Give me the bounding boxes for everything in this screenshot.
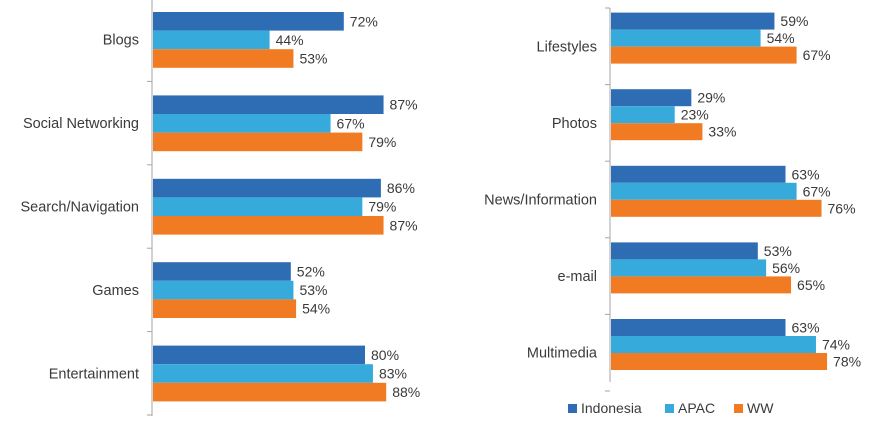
- bar-indonesia-social-networking: [153, 95, 384, 114]
- bar-ww-lifestyles: [611, 46, 797, 64]
- bar-apac-games: [153, 280, 294, 300]
- bar-apac-news-information: [611, 182, 797, 200]
- bar-apac-social-networking: [153, 114, 331, 133]
- value-label-ww-multimedia: 78%: [833, 354, 861, 370]
- value-label-indonesia-social-networking: 87%: [390, 97, 418, 113]
- value-label-apac-photos: 23%: [681, 107, 709, 123]
- value-label-apac-news-information: 67%: [803, 183, 831, 199]
- bar-indonesia-photos: [611, 89, 692, 107]
- value-label-ww-games: 54%: [302, 301, 330, 317]
- bar-apac-multimedia: [611, 336, 816, 353]
- bar-apac-photos: [611, 106, 675, 124]
- category-label-multimedia: Multimedia: [527, 346, 598, 362]
- value-label-indonesia-blogs: 72%: [350, 13, 378, 29]
- value-label-ww-entertainment: 88%: [392, 384, 420, 400]
- category-label-lifestyles: Lifestyles: [537, 39, 597, 55]
- value-label-apac-search-navigation: 79%: [368, 199, 396, 215]
- category-label-games: Games: [92, 283, 139, 299]
- value-label-indonesia-multimedia: 63%: [792, 320, 820, 336]
- bar-apac-entertainment: [153, 364, 373, 383]
- bar-ww-multimedia: [611, 353, 828, 370]
- bar-indonesia-entertainment: [153, 345, 365, 365]
- value-label-indonesia-photos: 29%: [697, 90, 725, 106]
- bar-indonesia-lifestyles: [611, 12, 775, 30]
- bar-indonesia-e-mail: [611, 242, 758, 260]
- category-label-news-information: News/Information: [484, 193, 597, 209]
- category-label-search-navigation: Search/Navigation: [21, 200, 140, 216]
- value-label-indonesia-news-information: 63%: [792, 166, 820, 182]
- category-label-photos: Photos: [552, 116, 597, 132]
- legend-label-ww: WW: [747, 400, 774, 416]
- bar-indonesia-blogs: [153, 12, 344, 31]
- legend-label-apac: APAC: [678, 400, 715, 416]
- legend-swatch-ww: [734, 404, 743, 413]
- bar-ww-social-networking: [153, 132, 363, 152]
- value-label-ww-news-information: 76%: [828, 200, 856, 216]
- category-label-entertainment: Entertainment: [49, 366, 139, 382]
- value-label-ww-photos: 33%: [708, 124, 736, 140]
- value-label-ww-blogs: 53%: [299, 51, 327, 67]
- value-label-indonesia-games: 52%: [297, 264, 325, 280]
- bar-indonesia-news-information: [611, 165, 786, 183]
- bar-apac-search-navigation: [153, 197, 363, 216]
- value-label-ww-lifestyles: 67%: [803, 47, 831, 63]
- bar-ww-photos: [611, 123, 703, 141]
- value-label-ww-social-networking: 79%: [368, 134, 396, 150]
- bar-ww-search-navigation: [153, 216, 384, 235]
- value-label-indonesia-lifestyles: 59%: [780, 13, 808, 29]
- chart-panel-right: Lifestyles 59%54% 67% Photos 29%23%33% News/I…: [484, 7, 861, 392]
- bar-apac-lifestyles: [611, 29, 761, 47]
- category-label-social-networking: Social Networking: [23, 116, 139, 132]
- value-label-apac-games: 53%: [299, 282, 327, 298]
- bar-ww-blogs: [153, 49, 294, 68]
- value-label-indonesia-search-navigation: 86%: [387, 180, 415, 196]
- bar-ww-news-information: [611, 199, 822, 217]
- value-label-indonesia-entertainment: 80%: [371, 347, 399, 363]
- bar-apac-blogs: [153, 30, 270, 50]
- bar-ww-entertainment: [153, 382, 387, 402]
- value-label-apac-entertainment: 83%: [379, 366, 407, 382]
- value-label-apac-lifestyles: 54%: [767, 30, 795, 46]
- legend-label-indonesia: Indonesia: [581, 400, 642, 416]
- bar-ww-e-mail: [611, 276, 792, 294]
- bar-ww-games: [153, 299, 297, 318]
- value-label-indonesia-e-mail: 53%: [764, 243, 792, 259]
- legend-swatch-indonesia: [568, 404, 577, 413]
- bar-indonesia-multimedia: [611, 319, 786, 336]
- category-label-blogs: Blogs: [103, 33, 139, 49]
- value-label-ww-e-mail: 65%: [797, 277, 825, 293]
- bar-indonesia-search-navigation: [153, 178, 381, 198]
- chart-legend: Indonesia APAC WW: [568, 400, 774, 416]
- bar-apac-e-mail: [611, 259, 767, 277]
- value-label-apac-blogs: 44%: [276, 32, 304, 48]
- category-label-e-mail: e-mail: [558, 269, 597, 285]
- value-label-apac-multimedia: 74%: [822, 337, 850, 353]
- bar-indonesia-games: [153, 262, 291, 281]
- value-label-apac-social-networking: 67%: [337, 115, 365, 131]
- value-label-apac-e-mail: 56%: [772, 260, 800, 276]
- legend-swatch-apac: [665, 404, 674, 413]
- value-label-ww-search-navigation: 87%: [390, 217, 418, 233]
